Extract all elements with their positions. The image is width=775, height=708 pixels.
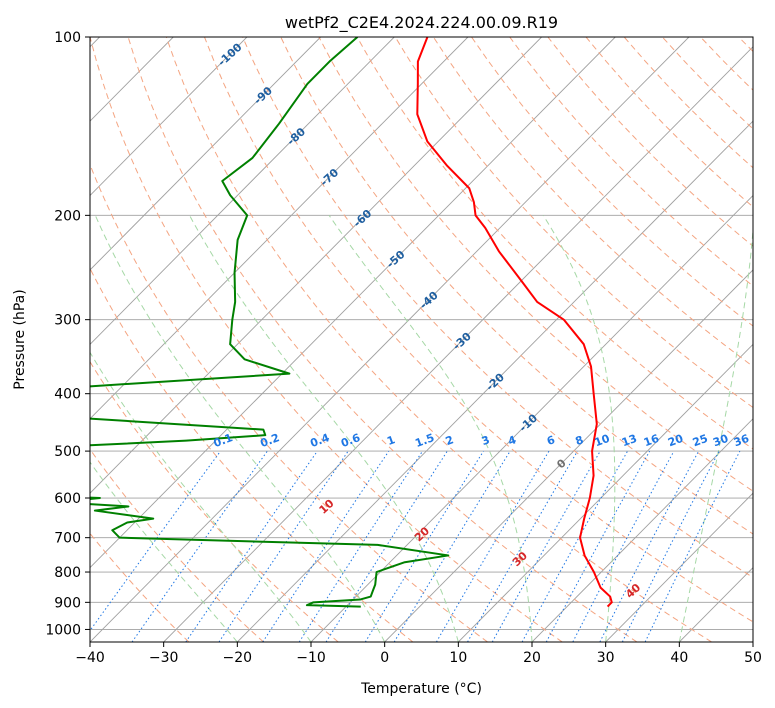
mixing-ratio-line [545,450,651,642]
mixing-ratio-label: 0.2 [259,431,282,450]
y-axis: 100 200 300 400 500 600 700 800 900 1000 [45,30,90,638]
x-tick-label: −30 [149,650,179,666]
grid-layer [90,37,753,642]
isotherm-line [458,343,753,642]
temperature-profile-line [416,37,613,608]
x-tick-label: 30 [597,650,615,666]
dry-adiabat-line [203,37,753,623]
dry-adiabat-line [90,267,414,642]
dry-adiabat-line [356,37,753,450]
isotherm-line [531,418,753,642]
mixing-ratio-label: 1.5 [413,431,436,450]
mixing-ratio-label: 36 [732,432,751,450]
dry-adiabat-line [394,37,753,409]
moist-adiabat-line [90,461,238,642]
y-tick-label: 1000 [45,622,81,638]
moist-adiabat-line [94,215,386,642]
y-tick-label: 800 [54,565,81,581]
y-tick-label: 500 [54,444,81,460]
mixing-ratio-label: 1 [385,433,397,448]
isotherm-line [90,37,248,197]
isotherm-line [605,492,753,642]
chart-title: wetPf2_C2E4.2024.224.00.09.R19 [285,13,558,33]
mixing-ratio-label: 25 [691,432,710,449]
moist-adiabat-line [189,215,459,642]
y-tick-label: 700 [54,531,81,547]
isotherm-line [90,37,542,494]
x-tick-label: −20 [223,650,253,666]
isotherm-line [90,37,395,345]
x-tick-label: 50 [744,650,762,666]
mixing-ratio-line [131,450,268,642]
x-tick-label: 0 [380,650,389,666]
x-axis-label: Temperature (°C) [360,681,482,697]
moist-adiabat-line [678,223,753,642]
moist-adiabat-line [542,215,616,642]
mixing-ratio-line [521,450,629,642]
moist-adiabat-line [328,215,533,642]
dry-adiabat-line [471,37,753,327]
y-axis-label: Pressure (hPa) [12,289,28,389]
mixing-ratio-label: 13 [620,432,639,449]
dry-adiabat-line [242,37,753,579]
dry-adiabat-line [280,37,753,535]
mixing-ratio-line [90,450,221,632]
dry-adiabat-line [165,37,712,642]
dewpoint-profile-line [90,37,450,608]
x-tick-label: −40 [75,650,105,666]
mixing-ratio-label: 20 [666,432,685,450]
x-tick-label: 40 [670,650,688,666]
plot-frame [89,36,754,643]
y-tick-label: 100 [54,30,81,46]
dry-adiabat-line [90,360,339,642]
y-tick-label: 600 [54,491,81,507]
dry-adiabat-line [90,448,264,642]
isotherm-line [90,37,469,420]
mixing-ratio-line [491,450,601,642]
mixing-ratio-line [393,450,511,642]
mixing-ratio-line [644,450,741,642]
mixing-ratio-label: 0.1 [212,431,235,450]
mixing-ratio-label: 2 [444,433,456,448]
x-tick-label: −10 [296,650,326,666]
mixing-ratio-line [218,450,349,642]
mixing-ratio-label: 0.4 [308,431,331,450]
mixing-ratio-line [325,450,448,642]
dry-adiabat-line [509,37,753,287]
x-tick-label: 20 [523,650,541,666]
mixing-ratio-label: 30 [711,432,730,450]
mixing-ratio-label: 8 [574,433,586,448]
mixing-ratio-label: 4 [506,433,518,448]
series-layer [90,37,613,608]
mixing-ratio-label: 10 [593,432,612,450]
x-tick-label: 10 [449,650,467,666]
y-tick-label: 400 [54,387,81,403]
mixing-ratio-label: 6 [545,433,557,448]
dry-adiabat-line [127,37,638,642]
adiabat-layer [90,37,753,642]
isotherm-line [90,37,616,569]
mixing-ratio-line [364,450,484,642]
isotherm-line [90,37,321,271]
isotherm-line [384,269,753,642]
y-tick-label: 300 [54,313,81,329]
dry-adiabat-line [90,37,563,642]
y-tick-label: 200 [54,208,81,224]
mixing-ratio-line [298,450,423,642]
mixing-ratio-label: 16 [642,432,661,450]
mixing-ratio-line [262,450,390,642]
mixing-ratio-line [185,450,318,642]
dry-adiabat-line [432,37,753,368]
y-tick-label: 900 [54,595,81,611]
mixing-ratio-label: 3 [480,433,492,448]
mixing-ratio-line [621,450,720,642]
mixing-ratio-label: 0.6 [339,431,362,450]
isotherm-line [237,120,753,642]
dry-adiabat-line [318,37,753,492]
isotherm-line [90,37,690,642]
x-axis: −40 −30 −20 −10 0 10 20 30 40 50 [75,642,762,666]
